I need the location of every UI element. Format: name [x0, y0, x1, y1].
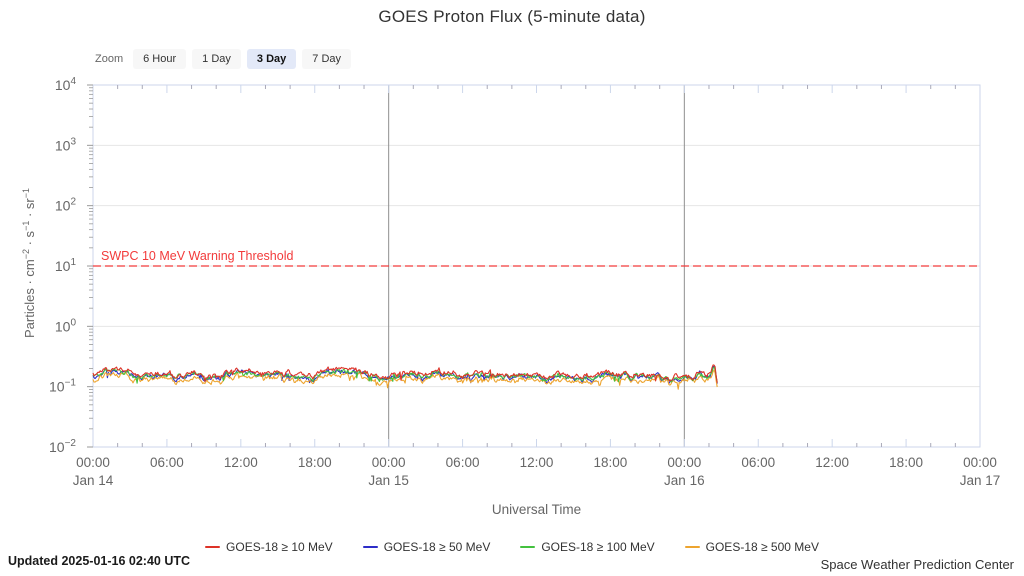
- y-tick-marks: [87, 84, 93, 448]
- svg-text:Jan 14: Jan 14: [73, 473, 114, 488]
- legend-item-10mev[interactable]: GOES-18 ≥ 10 MeV: [205, 540, 333, 554]
- updated-timestamp: Updated 2025-01-16 02:40 UTC: [8, 554, 191, 568]
- series-line-0: [92, 364, 718, 383]
- svg-text:18:00: 18:00: [594, 455, 628, 470]
- svg-text:Jan 15: Jan 15: [368, 473, 409, 488]
- series-line-3: [92, 369, 718, 390]
- svg-text:10−1: 10−1: [49, 378, 76, 395]
- legend-marker-500mev: [684, 545, 700, 549]
- zoom-button-3day[interactable]: 3 Day: [246, 49, 297, 69]
- zoom-toolbar: Zoom 6 Hour 1 Day 3 Day 7 Day: [95, 49, 352, 69]
- chart-title: GOES Proton Flux (5-minute data): [378, 7, 646, 26]
- x-axis-labels: 00:00 Jan 14 06:00 12:00 18:00 00:00 Jan 15 06:…: [73, 455, 1001, 488]
- legend-label-500mev: GOES-18 ≥ 500 MeV: [705, 540, 819, 554]
- y-axis-title: Particles · cm−2 · s−1 · sr−1: [20, 188, 38, 338]
- zoom-button-1day[interactable]: 1 Day: [192, 49, 241, 69]
- svg-text:Jan 17: Jan 17: [960, 473, 1001, 488]
- svg-text:06:00: 06:00: [446, 455, 480, 470]
- svg-text:00:00: 00:00: [667, 455, 701, 470]
- source-attribution: Space Weather Prediction Center: [820, 557, 1014, 572]
- svg-text:06:00: 06:00: [741, 455, 775, 470]
- legend-label-10mev: GOES-18 ≥ 10 MeV: [226, 540, 333, 554]
- legend-marker-50mev: [362, 545, 378, 549]
- svg-text:00:00: 00:00: [76, 455, 110, 470]
- svg-text:00:00: 00:00: [372, 455, 406, 470]
- legend-item-100mev[interactable]: GOES-18 ≥ 100 MeV: [520, 540, 655, 554]
- svg-text:12:00: 12:00: [815, 455, 849, 470]
- svg-text:103: 103: [55, 136, 77, 153]
- zoom-toolbar-label: Zoom: [95, 53, 124, 65]
- legend-marker-10mev: [205, 545, 221, 549]
- legend-marker-100mev: [520, 545, 536, 549]
- zoom-button-7day[interactable]: 7 Day: [302, 49, 352, 69]
- y-axis-labels: 104 103 102 101 100 10−1 10−2: [49, 76, 76, 455]
- legend-label-100mev: GOES-18 ≥ 100 MeV: [541, 540, 655, 554]
- svg-text:18:00: 18:00: [298, 455, 332, 470]
- svg-text:101: 101: [55, 257, 77, 274]
- svg-text:00:00: 00:00: [963, 455, 997, 470]
- x-tick-marks: [92, 85, 981, 447]
- chart-legend: GOES-18 ≥ 10 MeV GOES-18 ≥ 50 MeV GOES-1…: [0, 540, 1024, 554]
- svg-text:100: 100: [55, 317, 77, 334]
- legend-item-500mev[interactable]: GOES-18 ≥ 500 MeV: [684, 540, 819, 554]
- svg-text:102: 102: [55, 197, 77, 214]
- zoom-button-6hour[interactable]: 6 Hour: [133, 49, 187, 69]
- svg-text:Jan 16: Jan 16: [664, 473, 705, 488]
- series-lines: [92, 364, 718, 390]
- svg-text:06:00: 06:00: [150, 455, 184, 470]
- legend-item-50mev[interactable]: GOES-18 ≥ 50 MeV: [362, 540, 491, 554]
- warning-threshold-label: SWPC 10 MeV Warning Threshold: [101, 249, 293, 263]
- x-axis-title: Universal Time: [491, 502, 582, 517]
- svg-text:18:00: 18:00: [889, 455, 923, 470]
- svg-text:12:00: 12:00: [520, 455, 554, 470]
- svg-text:10−2: 10−2: [49, 438, 76, 455]
- svg-text:104: 104: [55, 76, 77, 93]
- svg-text:12:00: 12:00: [224, 455, 258, 470]
- legend-label-50mev: GOES-18 ≥ 50 MeV: [383, 540, 491, 554]
